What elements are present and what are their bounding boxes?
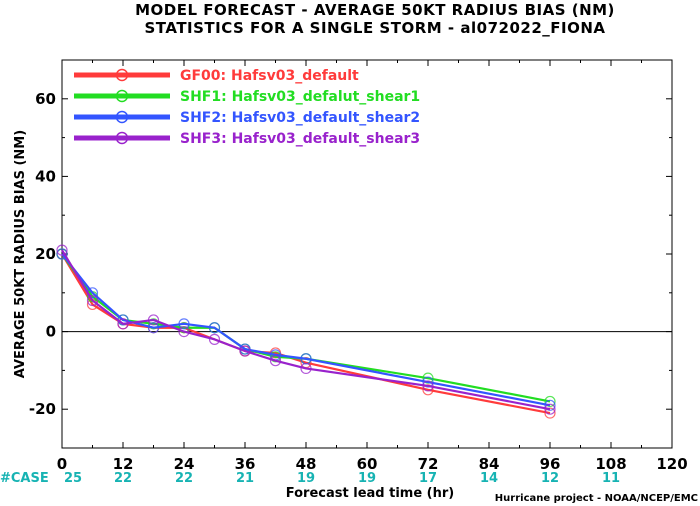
series-line-1 — [61, 253, 551, 403]
legend-marker — [115, 131, 129, 145]
series-layer — [56, 244, 556, 419]
series-point — [544, 403, 556, 415]
case-count: 11 — [602, 471, 620, 486]
x-tick-label: 96 — [540, 455, 561, 473]
legend-label: SHF2: Hafsv03_default_shear2 — [180, 110, 420, 126]
x-tick-label: 0 — [57, 455, 67, 473]
y-tick-label: 40 — [35, 167, 56, 185]
x-tick-label: 36 — [235, 455, 256, 473]
case-count: 14 — [480, 471, 498, 486]
case-count: 12 — [541, 471, 559, 486]
y-tick-label: 20 — [35, 245, 56, 263]
x-tick-label: 72 — [418, 455, 439, 473]
series-point — [178, 326, 190, 338]
series-point — [86, 294, 99, 307]
x-tick-label: 24 — [174, 455, 195, 473]
legend-marker — [115, 110, 129, 124]
case-count: 22 — [114, 471, 132, 486]
series-point — [300, 362, 312, 375]
case-count: 21 — [236, 471, 254, 486]
case-count: 19 — [358, 471, 376, 486]
series-point — [208, 333, 221, 345]
case-label: #CASE — [0, 471, 49, 486]
series-point — [544, 407, 556, 419]
series-point — [544, 399, 556, 411]
y-axis: -20 0 20 40 60 — [29, 59, 672, 449]
case-count: 19 — [297, 471, 315, 486]
x-tick-label: 12 — [113, 455, 134, 473]
series-point — [208, 322, 221, 334]
chart-title-line1: MODEL FORECAST - AVERAGE 50KT RADIUS BIA… — [135, 1, 615, 19]
credit-text: Hurricane project - NOAA/NCEP/EMC — [495, 493, 698, 504]
series-point — [422, 384, 434, 396]
series-point — [422, 376, 434, 388]
case-counts: 25 22 22 21 19 19 17 14 12 11 — [64, 471, 620, 486]
legend-label: SHF3: Hafsv03_default_shear3 — [180, 131, 420, 147]
x-tick-label: 120 — [656, 455, 687, 473]
legend-label: GF00: Hafsv03_default — [180, 68, 359, 84]
series-point — [239, 345, 251, 357]
y-tick-label: 0 — [46, 323, 56, 341]
x-axis-label: Forecast lead time (hr) — [286, 486, 454, 501]
series-line-0 — [61, 253, 551, 415]
series-point — [147, 322, 160, 334]
series-point — [117, 318, 129, 330]
case-count: 17 — [419, 471, 437, 486]
x-tick-label: 84 — [479, 455, 500, 473]
series-point — [269, 355, 282, 367]
legend-marker — [115, 89, 129, 103]
series-point — [56, 244, 68, 256]
series-point — [422, 372, 434, 384]
legend: GF00: Hafsv03_default SHF1: Hafsv03_defal… — [74, 68, 420, 147]
legend-label: SHF1: Hafsv03_defalut_shear1 — [180, 89, 420, 105]
series-point — [147, 318, 160, 330]
x-tick-label: 108 — [595, 455, 626, 473]
x-tick-label: 60 — [357, 455, 378, 473]
x-axis: 0 12 24 36 48 60 72 84 96 108 120 — [57, 60, 688, 473]
chart-title-line2: STATISTICS FOR A SINGLE STORM - al072022… — [145, 19, 606, 37]
series-point — [147, 314, 160, 326]
series-point — [544, 395, 556, 408]
legend-marker — [115, 68, 129, 82]
y-axis-label: AVERAGE 50KT RADIUS BIAS (NM) — [13, 130, 28, 378]
series-point — [56, 248, 68, 260]
series-line-2 — [61, 253, 551, 407]
y-tick-label: 60 — [35, 90, 56, 108]
series-point — [178, 318, 190, 330]
y-tick-label: -20 — [29, 400, 56, 418]
case-count: 25 — [64, 471, 82, 486]
x-tick-label: 48 — [296, 455, 317, 473]
series-point — [422, 380, 434, 392]
series-line-3 — [61, 249, 551, 411]
case-count: 22 — [175, 471, 193, 486]
